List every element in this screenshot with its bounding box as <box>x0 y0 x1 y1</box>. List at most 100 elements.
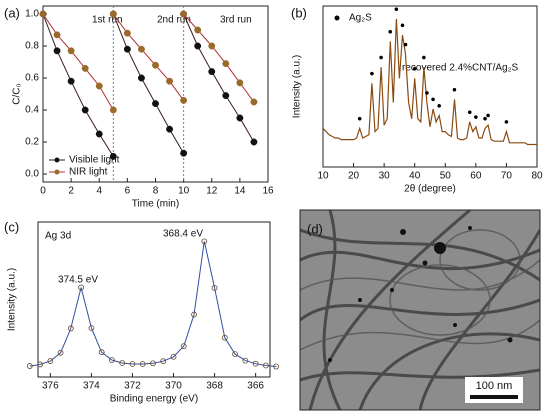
data-point <box>37 361 43 368</box>
data-point <box>452 87 457 92</box>
data-point <box>194 42 202 50</box>
x-tick-label: 20 <box>348 171 360 182</box>
series-line <box>322 18 537 146</box>
x-tick-label: 8 <box>153 186 159 197</box>
data-point <box>95 130 103 138</box>
data-point <box>221 334 228 341</box>
data-point <box>236 79 244 87</box>
data-point <box>78 284 85 291</box>
panel-label: (a) <box>4 5 20 20</box>
data-point <box>98 349 105 356</box>
data-point <box>129 361 136 367</box>
x-axis-label: 2θ (degree) <box>404 184 456 195</box>
data-point <box>252 360 259 367</box>
data-point <box>47 358 54 364</box>
x-tick-label: 40 <box>409 171 421 182</box>
y-tick-label: 1.0 <box>25 9 39 20</box>
data-point <box>180 10 188 18</box>
x-tick-label: 374 <box>83 381 100 392</box>
data-point <box>53 47 61 55</box>
panel-label: (c) <box>4 219 19 234</box>
y-axis-label: Intensity (a.u.) <box>7 268 18 331</box>
data-point <box>170 353 177 360</box>
tem-image: 100 nm <box>300 210 540 410</box>
data-point <box>379 55 383 60</box>
x-axis-label: Time (min) <box>132 199 179 210</box>
data-point <box>250 138 258 146</box>
legend-label: Visible light <box>69 155 120 166</box>
data-point <box>412 66 417 71</box>
y-tick-label: 0.8 <box>25 41 39 52</box>
data-point <box>160 358 167 365</box>
annotation: 374.5 eV <box>58 275 98 286</box>
y-tick-label: 0.2 <box>25 137 39 148</box>
data-point <box>180 343 187 350</box>
data-point <box>88 325 95 331</box>
data-point <box>67 77 75 85</box>
data-point <box>250 98 258 106</box>
x-tick-label: 10 <box>178 186 190 197</box>
data-point <box>232 351 238 358</box>
panel-label: (b) <box>291 5 307 20</box>
data-point <box>123 45 131 53</box>
x-tick-label: 376 <box>42 381 59 392</box>
data-point <box>139 361 146 367</box>
data-point <box>437 103 442 108</box>
panel-label: (d) <box>307 221 323 236</box>
data-point <box>166 125 174 133</box>
data-point <box>67 47 75 55</box>
x-tick-label: 70 <box>501 171 513 182</box>
data-point <box>152 61 159 69</box>
annotation: 3rd run <box>220 15 252 26</box>
data-point <box>109 152 117 160</box>
x-tick-label: 80 <box>531 171 543 182</box>
data-point <box>242 357 249 364</box>
data-point <box>273 363 280 370</box>
x-tick-label: 370 <box>165 381 182 392</box>
series-line <box>42 13 255 157</box>
data-point <box>201 238 208 245</box>
legend-marker <box>54 169 60 175</box>
data-point <box>370 71 374 76</box>
image-frame <box>299 209 541 411</box>
data-point <box>504 120 509 124</box>
data-point <box>400 23 405 28</box>
data-point <box>180 96 188 104</box>
data-point <box>222 92 230 100</box>
data-point <box>394 7 399 12</box>
data-point <box>388 29 393 34</box>
x-tick-label: 12 <box>206 186 218 197</box>
legend-marker <box>54 157 60 163</box>
data-point <box>123 29 131 37</box>
y-axis-label: C/C₀ <box>12 83 23 104</box>
data-point <box>222 60 230 68</box>
annotation: 2nd run <box>157 15 191 26</box>
data-point <box>180 149 188 157</box>
data-point <box>39 10 47 18</box>
x-tick-label: 6 <box>125 186 131 197</box>
data-point <box>236 114 244 122</box>
annotation: 1st run <box>92 15 123 26</box>
x-tick-label: 368 <box>206 381 223 392</box>
data-point <box>191 311 197 318</box>
x-tick-label: 60 <box>470 171 482 182</box>
x-tick-label: 10 <box>317 171 329 182</box>
data-point <box>95 82 103 90</box>
data-point <box>109 10 117 18</box>
data-point <box>486 113 490 118</box>
annotation: 368.4 eV <box>163 229 203 240</box>
legend-marker <box>334 15 340 21</box>
data-point <box>208 42 216 50</box>
scale-bar-label: 100 nm <box>476 380 513 392</box>
y-tick-label: 0.0 <box>25 169 39 180</box>
data-point <box>119 360 126 366</box>
data-point <box>109 106 117 114</box>
y-axis-label: Intensity (a.u.) <box>292 55 303 118</box>
data-point <box>57 349 64 356</box>
data-point <box>152 100 159 108</box>
series-line <box>29 241 277 367</box>
data-point <box>403 42 408 47</box>
data-point <box>422 55 426 60</box>
x-tick-label: 14 <box>234 186 246 197</box>
